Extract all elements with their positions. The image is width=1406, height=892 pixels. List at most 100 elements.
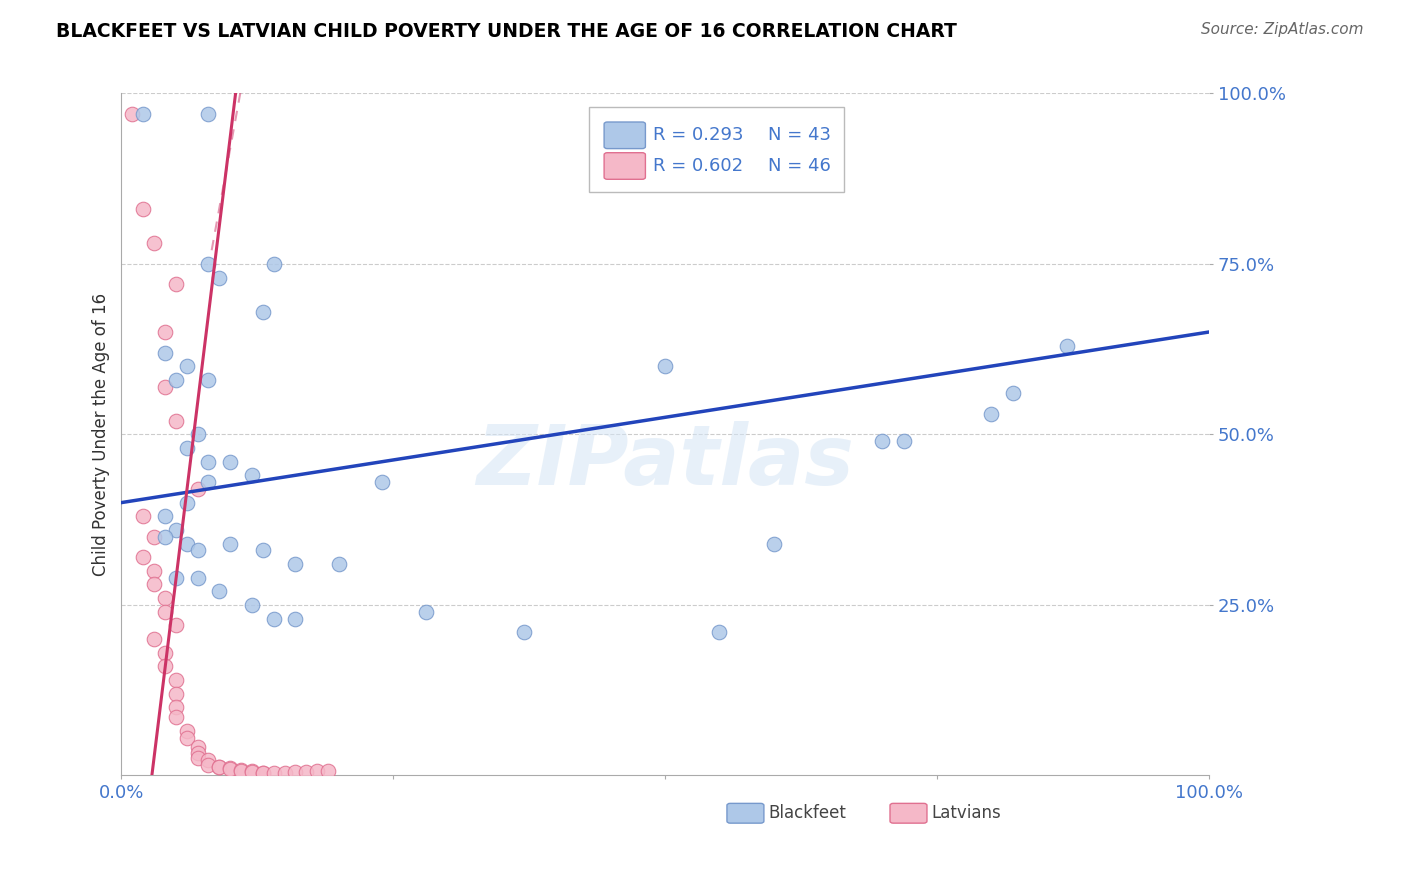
- Point: [328, 557, 350, 571]
- Point: [1001, 386, 1024, 401]
- Text: ZIPatlas: ZIPatlas: [477, 421, 853, 502]
- Point: [208, 584, 231, 599]
- Text: N = 46: N = 46: [768, 157, 831, 175]
- Point: [176, 536, 198, 550]
- Point: [371, 475, 394, 489]
- Point: [143, 564, 166, 578]
- Point: [176, 731, 198, 745]
- Point: [316, 764, 339, 779]
- Point: [165, 687, 187, 701]
- Point: [197, 455, 219, 469]
- Point: [153, 325, 176, 339]
- Point: [176, 724, 198, 739]
- Point: [165, 673, 187, 687]
- Point: [252, 765, 274, 780]
- Point: [512, 625, 534, 640]
- Point: [240, 468, 263, 483]
- FancyBboxPatch shape: [605, 153, 645, 179]
- Point: [165, 373, 187, 387]
- Point: [186, 482, 208, 496]
- Point: [208, 759, 231, 773]
- Text: N = 43: N = 43: [768, 126, 831, 144]
- Point: [176, 441, 198, 455]
- Point: [197, 758, 219, 772]
- Point: [197, 107, 219, 121]
- Point: [186, 751, 208, 765]
- Point: [229, 763, 252, 777]
- Y-axis label: Child Poverty Under the Age of 16: Child Poverty Under the Age of 16: [93, 293, 110, 576]
- Point: [1056, 339, 1078, 353]
- Point: [153, 659, 176, 673]
- Point: [307, 764, 329, 779]
- Point: [186, 746, 208, 760]
- Point: [284, 764, 307, 779]
- Point: [219, 536, 242, 550]
- Point: [165, 414, 187, 428]
- Point: [240, 764, 263, 779]
- Point: [176, 359, 198, 374]
- Point: [263, 766, 285, 780]
- Text: R = 0.293: R = 0.293: [652, 126, 744, 144]
- Point: [872, 434, 894, 449]
- Point: [252, 765, 274, 780]
- Point: [208, 270, 231, 285]
- Point: [197, 373, 219, 387]
- Point: [143, 530, 166, 544]
- Text: R = 0.602: R = 0.602: [652, 157, 744, 175]
- Text: BLACKFEET VS LATVIAN CHILD POVERTY UNDER THE AGE OF 16 CORRELATION CHART: BLACKFEET VS LATVIAN CHILD POVERTY UNDER…: [56, 22, 957, 41]
- Point: [153, 605, 176, 619]
- Point: [165, 523, 187, 537]
- Point: [762, 536, 785, 550]
- Point: [654, 359, 676, 374]
- Point: [186, 571, 208, 585]
- Text: Latvians: Latvians: [931, 804, 1001, 822]
- Text: Blackfeet: Blackfeet: [768, 804, 846, 822]
- Point: [165, 618, 187, 632]
- Point: [153, 591, 176, 605]
- Point: [197, 257, 219, 271]
- Point: [893, 434, 915, 449]
- Point: [197, 753, 219, 767]
- Point: [153, 345, 176, 359]
- Point: [263, 611, 285, 625]
- Point: [143, 632, 166, 646]
- Point: [252, 543, 274, 558]
- Point: [176, 495, 198, 509]
- Point: [709, 625, 731, 640]
- Point: [132, 509, 155, 524]
- Point: [153, 379, 176, 393]
- Point: [143, 577, 166, 591]
- Point: [415, 605, 437, 619]
- FancyBboxPatch shape: [589, 107, 845, 193]
- Point: [284, 611, 307, 625]
- Point: [252, 304, 274, 318]
- Point: [153, 530, 176, 544]
- Point: [132, 107, 155, 121]
- Point: [980, 407, 1002, 421]
- Point: [121, 107, 143, 121]
- FancyBboxPatch shape: [605, 122, 645, 149]
- Point: [153, 646, 176, 660]
- Point: [165, 277, 187, 292]
- Point: [295, 764, 318, 779]
- Point: [143, 236, 166, 251]
- Point: [263, 257, 285, 271]
- Point: [240, 598, 263, 612]
- Point: [219, 762, 242, 776]
- Point: [197, 475, 219, 489]
- Point: [186, 427, 208, 442]
- Point: [165, 700, 187, 714]
- Point: [219, 761, 242, 775]
- Point: [186, 543, 208, 558]
- FancyBboxPatch shape: [890, 804, 927, 823]
- Point: [240, 764, 263, 779]
- Point: [273, 766, 295, 780]
- Point: [186, 739, 208, 754]
- Point: [153, 509, 176, 524]
- Point: [284, 557, 307, 571]
- Point: [132, 550, 155, 565]
- Text: Source: ZipAtlas.com: Source: ZipAtlas.com: [1201, 22, 1364, 37]
- Point: [208, 760, 231, 774]
- Point: [229, 764, 252, 778]
- Point: [132, 202, 155, 217]
